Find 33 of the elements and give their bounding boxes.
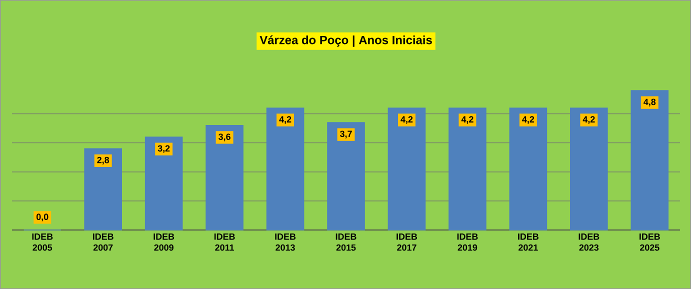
x-tick-label: IDEB 2011 xyxy=(214,234,235,251)
bar xyxy=(509,108,548,230)
x-tick-label: IDEB 2009 xyxy=(154,234,174,251)
data-label: 4,2 xyxy=(461,116,474,124)
bar xyxy=(570,108,608,230)
x-tick-label: IDEB 2021 xyxy=(518,234,538,251)
x-tick-label: IDEB 2017 xyxy=(396,234,418,251)
bar xyxy=(388,108,426,230)
x-tick-label: IDEB 2025 xyxy=(640,234,660,251)
chart-title: Várzea do Poço | Anos Iniciais xyxy=(260,35,432,47)
data-label: 4,8 xyxy=(644,98,656,106)
x-tick-label: IDEB 2023 xyxy=(578,234,600,251)
x-tick-label: IDEB 2019 xyxy=(457,234,478,251)
x-tick-label: IDEB 2007 xyxy=(92,234,114,251)
bar xyxy=(448,108,486,230)
bar xyxy=(630,90,669,230)
x-tick-label: IDEB 2015 xyxy=(336,234,356,251)
bar xyxy=(327,122,365,230)
data-label: 4,2 xyxy=(400,116,413,124)
x-tick-label: IDEB 2013 xyxy=(275,234,296,251)
data-label: 3,6 xyxy=(218,134,230,142)
bar xyxy=(266,108,304,230)
data-label: 4,2 xyxy=(522,116,534,124)
bar xyxy=(144,136,183,230)
data-label: 4,2 xyxy=(279,116,292,124)
data-label: 3,2 xyxy=(158,145,170,153)
data-label: 0,0 xyxy=(36,214,48,222)
bar xyxy=(206,125,244,230)
bar xyxy=(84,148,122,230)
data-label: 2,8 xyxy=(97,156,110,164)
data-label: 3,7 xyxy=(340,130,352,138)
data-label: 4,2 xyxy=(582,116,595,124)
x-tick-label: IDEB 2005 xyxy=(32,234,53,251)
